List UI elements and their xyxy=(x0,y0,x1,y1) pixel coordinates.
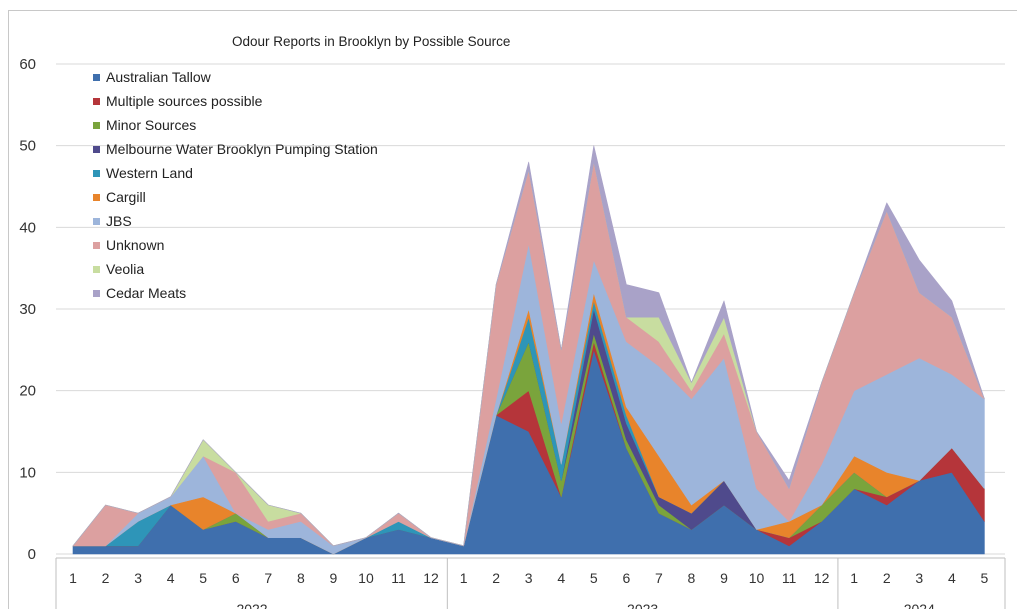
x-tick-label: 4 xyxy=(167,570,175,586)
legend-label: Cargill xyxy=(106,189,146,205)
x-tick-label: 10 xyxy=(749,570,765,586)
legend-swatch xyxy=(93,242,100,249)
x-tick-label: 5 xyxy=(199,570,207,586)
x-tick-label: 8 xyxy=(688,570,696,586)
x-tick-labels: 1 2 3 4 5 6 7 8 9 10 11 12 1 2 3 4 5 6 7 8 9 10 11 12 1 2 3 4 5 xyxy=(69,570,988,586)
x-tick-label: 1 xyxy=(69,570,77,586)
legend-label: Multiple sources possible xyxy=(106,93,263,109)
legend-label: Western Land xyxy=(106,165,193,181)
x-tick-label: 2 xyxy=(492,570,500,586)
x-tick-label: 5 xyxy=(981,570,989,586)
x-tick-label: 12 xyxy=(814,570,830,586)
legend-swatch xyxy=(93,74,100,81)
x-tick-label: 3 xyxy=(915,570,923,586)
x-tick-label: 1 xyxy=(460,570,468,586)
x-tick-label: 11 xyxy=(391,570,406,586)
y-tick-label: 40 xyxy=(19,219,36,236)
x-tick-label: 9 xyxy=(720,570,728,586)
chart-frame xyxy=(8,10,1017,609)
y-tick-label: 20 xyxy=(19,383,36,400)
legend-swatch xyxy=(93,146,100,153)
chart-title: Odour Reports in Brooklyn by Possible So… xyxy=(232,34,510,49)
area-cedar-meats xyxy=(72,145,985,547)
y-tick-label: 10 xyxy=(19,464,36,481)
y-tick-label: 50 xyxy=(19,138,36,155)
x-tick-label: 10 xyxy=(358,570,374,586)
legend-label: Minor Sources xyxy=(106,117,196,133)
y-tick-labels: 0 10 20 30 40 50 60 xyxy=(19,56,36,563)
year-label: 2023 xyxy=(627,601,658,609)
year-group-labels: 2022 2023 2024 xyxy=(236,601,935,609)
legend-label: JBS xyxy=(106,213,132,229)
x-tick-label: 6 xyxy=(622,570,630,586)
x-tick-label: 7 xyxy=(264,570,272,586)
x-tick-label: 8 xyxy=(297,570,305,586)
x-tick-label: 3 xyxy=(134,570,142,586)
x-tick-label: 9 xyxy=(330,570,338,586)
legend-label: Melbourne Water Brooklyn Pumping Station xyxy=(106,141,378,157)
legend-label: Australian Tallow xyxy=(106,69,212,85)
x-tick-label: 4 xyxy=(557,570,565,586)
legend-label: Cedar Meats xyxy=(106,285,186,301)
legend-swatch xyxy=(93,194,100,201)
legend-label: Unknown xyxy=(106,237,164,253)
x-tick-label: 1 xyxy=(850,570,858,586)
legend: Australian Tallow Multiple sources possib… xyxy=(93,69,378,301)
x-tick-label: 2 xyxy=(102,570,110,586)
legend-swatch xyxy=(93,290,100,297)
x-tick-label: 3 xyxy=(525,570,533,586)
x-tick-label: 7 xyxy=(655,570,663,586)
x-tick-label: 12 xyxy=(423,570,439,586)
series-areas xyxy=(72,145,985,555)
x-tick-label: 2 xyxy=(883,570,891,586)
axes xyxy=(55,557,1006,609)
x-tick-label: 11 xyxy=(782,570,797,586)
legend-swatch xyxy=(93,98,100,105)
legend-swatch xyxy=(93,122,100,129)
legend-swatch xyxy=(93,170,100,177)
legend-swatch xyxy=(93,218,100,225)
y-tick-label: 30 xyxy=(19,301,36,318)
x-tick-label: 6 xyxy=(232,570,240,586)
x-tick-label: 5 xyxy=(590,570,598,586)
y-tick-label: 60 xyxy=(19,56,36,73)
legend-label: Veolia xyxy=(106,261,144,277)
year-label: 2024 xyxy=(904,601,935,609)
legend-swatch xyxy=(93,266,100,273)
x-tick-label: 4 xyxy=(948,570,956,586)
year-label: 2022 xyxy=(236,601,267,609)
y-tick-label: 0 xyxy=(28,546,36,563)
